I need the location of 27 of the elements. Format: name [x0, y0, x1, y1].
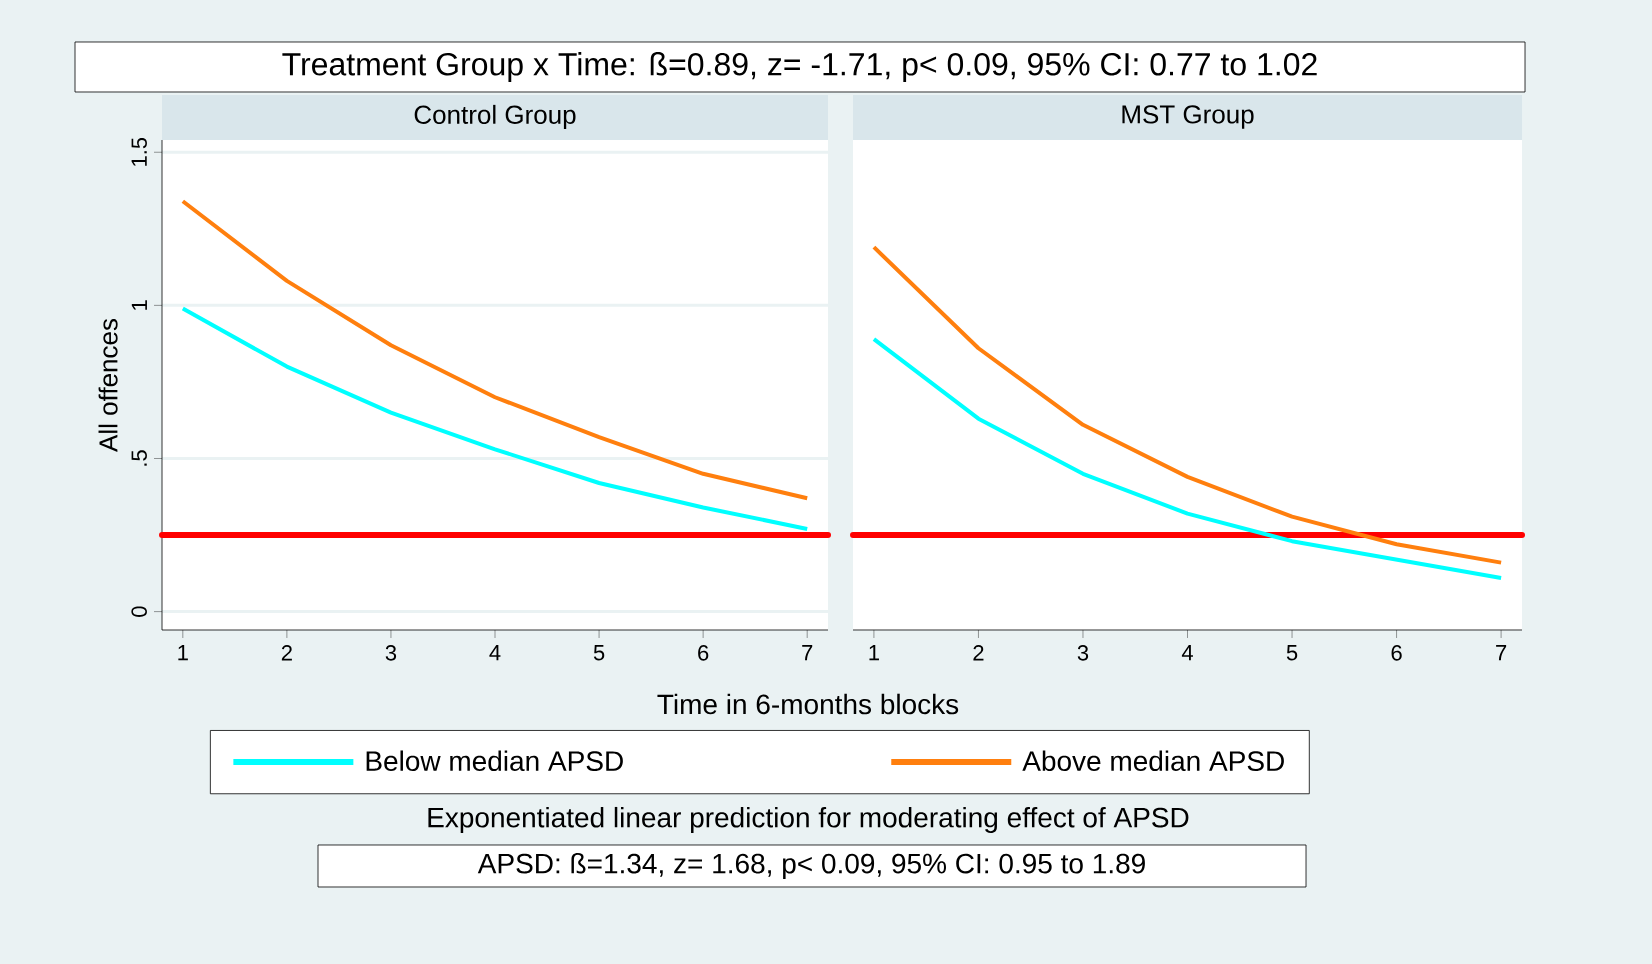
x-tick-label: 5 [1286, 645, 1298, 661]
x-tick-label: 6 [1391, 645, 1402, 661]
x-tick-label: 1 [869, 645, 879, 661]
legend-label: Above median APSD [1022, 750, 1284, 772]
y-tick-label: .5 [131, 450, 147, 466]
text: Treatment Group x Time: ß=0.89, z= -1.71, p< 0.09, 95% CI: 0.77 to 1.02 [282, 52, 1317, 82]
y-tick-label: 0 [131, 606, 147, 617]
x-tick-label: 3 [1077, 645, 1089, 661]
x-tick-label: 1 [178, 645, 188, 661]
text: APSD: ß=1.34, z= 1.68, p< 0.09, 95% CI: 0.95 to 1.89 [477, 852, 1145, 880]
x-tick-label: 4 [1181, 645, 1193, 661]
chart-title: MST Group [1122, 105, 1254, 129]
x-axis-title: Time in 6-months blocks [657, 693, 959, 715]
chart-title: Control Group [414, 104, 576, 130]
text: Exponentiated linear prediction for moderating effect of APSD [428, 806, 1189, 834]
x-tick-label: 3 [385, 645, 397, 661]
y-tick-label: 1.5 [131, 137, 147, 166]
x-tick-label: 6 [698, 645, 709, 661]
x-tick-label: 2 [281, 645, 292, 661]
x-tick-label: 5 [593, 645, 605, 661]
legend-label: Below median APSD [366, 750, 623, 772]
x-tick-label: 7 [802, 645, 813, 661]
x-tick-label: 7 [1496, 645, 1507, 661]
y-axis-title: All offences [98, 318, 118, 452]
x-tick-label: 4 [489, 645, 501, 661]
x-tick-label: 2 [973, 645, 984, 661]
y-tick-label: 1 [131, 300, 147, 310]
